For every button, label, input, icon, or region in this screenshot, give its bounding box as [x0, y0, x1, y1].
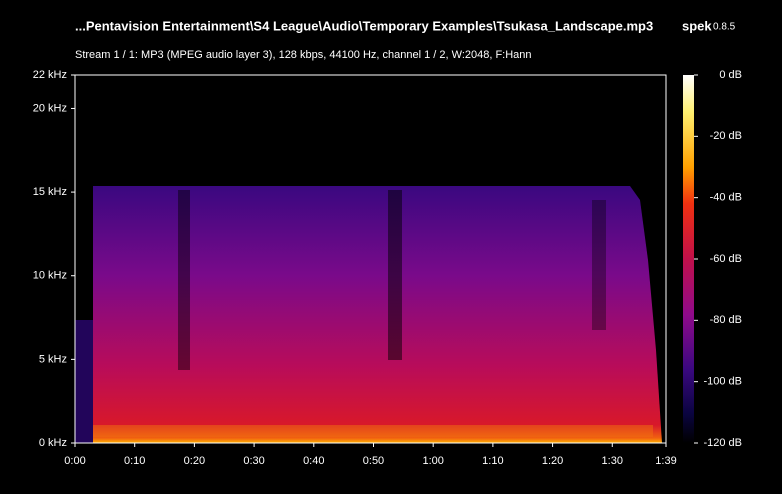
y-tick-label: 0 kHz — [39, 437, 67, 449]
colorbar-tick-label: -40 dB — [710, 192, 742, 204]
plot-frame — [74, 74, 667, 444]
colorbar-tick-label: -120 dB — [703, 437, 742, 449]
x-tick-label: 1:39 — [655, 455, 676, 467]
x-tick-label: 1:20 — [542, 455, 563, 467]
spectrogram-intro — [75, 320, 93, 443]
y-tick-label: 10 kHz — [33, 270, 67, 282]
x-tick-label: 1:30 — [602, 455, 623, 467]
spectrogram-body — [93, 186, 662, 443]
x-tick-label: 0:50 — [363, 455, 384, 467]
colorbar-tick-label: -100 dB — [703, 376, 742, 388]
colorbar — [683, 75, 694, 443]
y-tick-label: 22 kHz — [33, 69, 67, 81]
x-tick-label: 0:40 — [303, 455, 324, 467]
x-tick-label: 0:20 — [184, 455, 205, 467]
app-name: spek — [682, 18, 712, 33]
file-title: ...Pentavision Entertainment\S4 League\A… — [75, 18, 653, 33]
x-tick-label: 1:10 — [482, 455, 503, 467]
stream-info: Stream 1 / 1: MP3 (MPEG audio layer 3), … — [75, 49, 532, 61]
spectrogram-low-band — [93, 425, 653, 437]
colorbar-tick-label: 0 dB — [719, 69, 742, 81]
spectrogram-dip — [592, 200, 606, 330]
colorbar-tick-label: -20 dB — [710, 130, 742, 142]
colorbar-tick-label: -60 dB — [710, 253, 742, 265]
y-tick-label: 5 kHz — [39, 353, 67, 365]
x-tick-label: 0:30 — [243, 455, 264, 467]
y-tick-label: 15 kHz — [33, 186, 67, 198]
x-tick-label: 1:00 — [422, 455, 443, 467]
x-tick-label: 0:10 — [124, 455, 145, 467]
spectrogram-dip — [388, 190, 402, 360]
x-tick-label: 0:00 — [64, 455, 85, 467]
colorbar-tick-label: -80 dB — [710, 314, 742, 326]
y-tick-label: 20 kHz — [33, 102, 67, 114]
spectrogram-dip — [178, 190, 190, 370]
spectrogram — [75, 186, 662, 443]
app-version: 0.8.5 — [713, 22, 736, 33]
